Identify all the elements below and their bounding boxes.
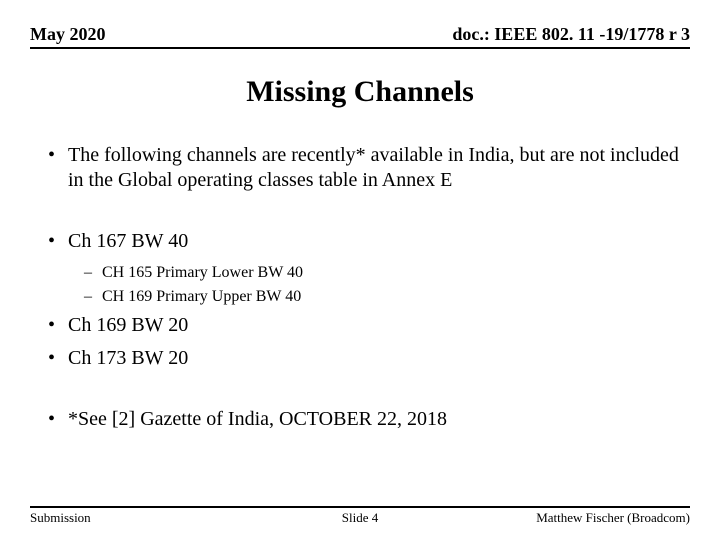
footer-left: Submission: [30, 510, 91, 526]
header-doc-number: doc.: IEEE 802. 11 -19/1778 r 3: [452, 24, 690, 45]
slide-title: Missing Channels: [30, 75, 690, 109]
slide-header: May 2020 doc.: IEEE 802. 11 -19/1778 r 3: [30, 24, 690, 49]
footer-row: Submission Slide 4 Matthew Fischer (Broa…: [30, 508, 690, 526]
bullet-item: Ch 169 BW 20: [44, 313, 686, 338]
slide-footer: Submission Slide 4 Matthew Fischer (Broa…: [30, 500, 690, 526]
bullet-item: The following channels are recently* ava…: [44, 143, 686, 193]
spacer: [44, 201, 686, 229]
bullet-item: Ch 173 BW 20: [44, 346, 686, 371]
bullet-footnote: *See [2] Gazette of India, OCTOBER 22, 2…: [44, 407, 686, 432]
slide: May 2020 doc.: IEEE 802. 11 -19/1778 r 3…: [0, 0, 720, 540]
header-date: May 2020: [30, 24, 106, 45]
sub-bullet-item: CH 169 Primary Upper BW 40: [44, 286, 686, 308]
slide-body: The following channels are recently* ava…: [30, 143, 690, 432]
footer-slide-number: Slide 4: [342, 510, 378, 526]
bullet-item: Ch 167 BW 40: [44, 229, 686, 254]
spacer: [44, 379, 686, 407]
sub-bullet-item: CH 165 Primary Lower BW 40: [44, 262, 686, 284]
footer-author: Matthew Fischer (Broadcom): [536, 510, 690, 526]
